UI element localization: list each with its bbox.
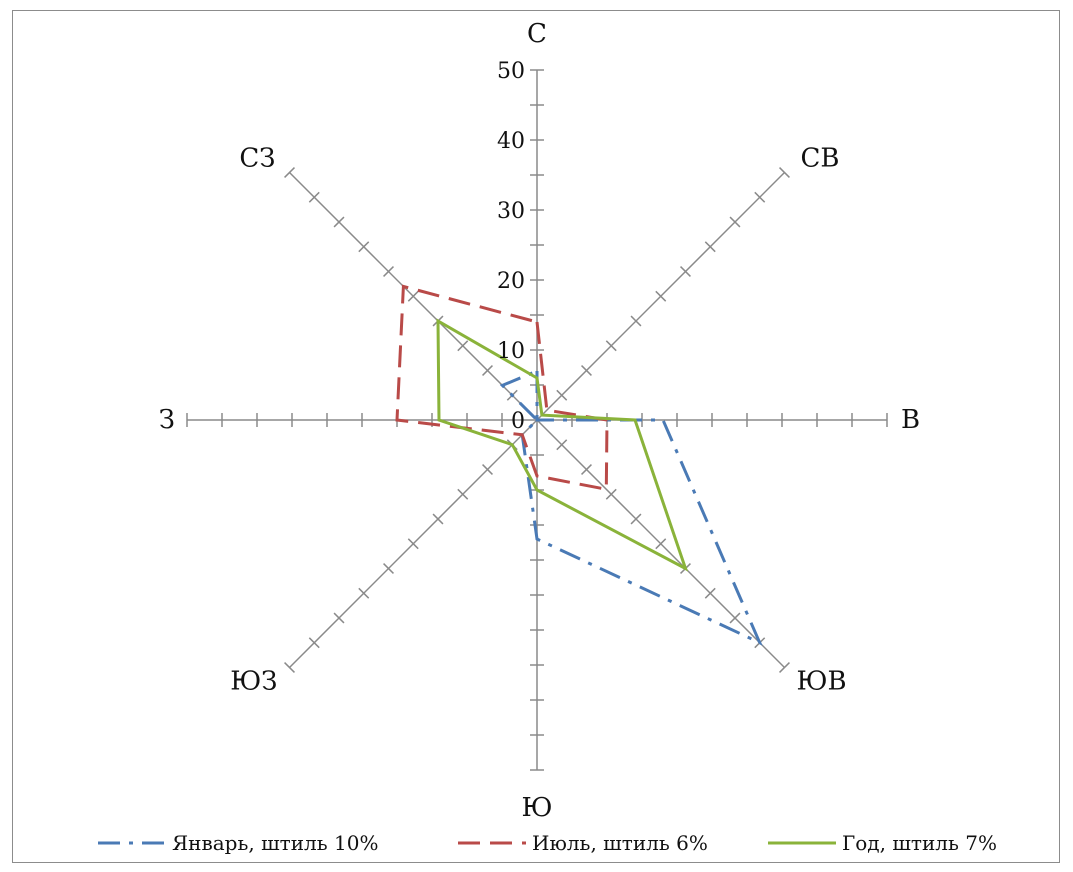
axis-tick xyxy=(680,266,691,277)
legend-label: Январь, штиль 10% xyxy=(172,831,378,855)
axis-tick xyxy=(383,563,394,574)
axis-tick xyxy=(482,464,493,475)
legend-label: Год, штиль 7% xyxy=(842,831,997,855)
axis-tick xyxy=(729,216,741,228)
axis-tick xyxy=(284,167,295,178)
axis-tick xyxy=(457,488,469,500)
direction-label: В xyxy=(901,405,920,435)
axis-tick xyxy=(779,167,790,178)
axis-tick xyxy=(333,216,345,228)
axis-tick xyxy=(605,488,617,500)
series-line-2 xyxy=(436,318,689,572)
axis-tick xyxy=(754,191,766,203)
direction-label: С xyxy=(527,19,547,49)
direction-label: З xyxy=(159,405,175,435)
axis-tick xyxy=(581,365,592,376)
axis-tick xyxy=(407,290,419,302)
axis-tick xyxy=(358,241,370,253)
direction-label: СЗ xyxy=(239,144,275,174)
series-group xyxy=(395,284,763,646)
axis-tick xyxy=(581,464,592,475)
axis-tick xyxy=(630,315,642,327)
axis-tick xyxy=(457,340,469,352)
radial-tick-label: 0 xyxy=(511,409,525,434)
labels-group: С СВ В ЮВ Ю ЮЗ З СЗ 0 10 20 30 40 50 xyxy=(159,19,920,823)
direction-label: СВ xyxy=(800,144,839,174)
axis-tick xyxy=(284,662,295,673)
radial-tick-label: 50 xyxy=(497,59,525,84)
axis-tick xyxy=(333,612,345,624)
radial-tick-label: 40 xyxy=(497,129,525,154)
legend: Январь, штиль 10% Июль, штиль 6% Год, штил… xyxy=(98,831,997,855)
radial-tick-label: 20 xyxy=(497,269,525,294)
axis-tick xyxy=(704,587,716,599)
direction-label: ЮЗ xyxy=(230,666,277,696)
series-line-1 xyxy=(395,284,609,492)
chart-frame xyxy=(12,10,1060,863)
axis-tick xyxy=(407,538,419,550)
axis-tick xyxy=(358,587,370,599)
axis-tick xyxy=(655,290,667,302)
axis-tick xyxy=(605,340,617,352)
direction-label: Ю xyxy=(521,793,552,823)
axis-tick xyxy=(432,513,444,525)
axis-tick xyxy=(729,612,741,624)
legend-label: Июль, штиль 6% xyxy=(532,831,708,855)
radial-tick-label: 10 xyxy=(497,339,525,364)
axis-tick xyxy=(704,241,716,253)
axis-tick xyxy=(779,662,790,673)
axis-tick xyxy=(482,365,493,376)
axis-tick xyxy=(308,637,320,649)
axis-tick xyxy=(556,389,568,401)
direction-label: ЮВ xyxy=(796,666,846,696)
axis-tick xyxy=(308,191,320,203)
radial-tick-label: 30 xyxy=(497,199,525,224)
axis-tick xyxy=(630,513,642,525)
series-line-0 xyxy=(499,368,763,646)
axes-group xyxy=(186,69,888,771)
axis-tick xyxy=(655,538,667,550)
axis-tick xyxy=(383,266,394,277)
axis-tick xyxy=(556,439,568,451)
